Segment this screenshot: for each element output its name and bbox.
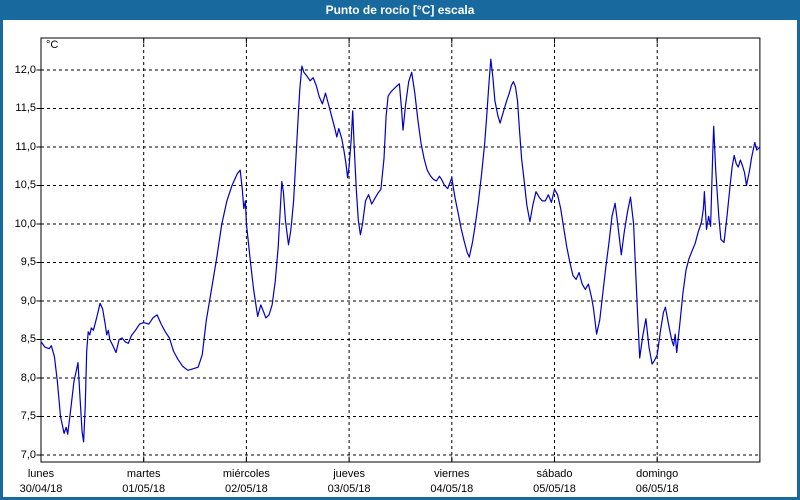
y-tick-label: 12,0	[14, 63, 36, 76]
y-tick-label: 11,0	[15, 140, 36, 153]
x-axis-weekday-label: martes	[126, 468, 161, 480]
x-axis-weekday-label: lunes	[27, 468, 55, 480]
x-axis-weekday-label: domingo	[636, 468, 679, 480]
y-tick-label: 11,5	[15, 102, 36, 114]
x-axis-weekday-label: viernes	[434, 468, 470, 480]
x-axis-date-label: 06/05/18	[635, 483, 679, 495]
y-tick-label: 10,5	[14, 179, 36, 191]
y-axis-unit-label: °C	[46, 39, 59, 51]
x-axis-date-label: 04/05/18	[430, 483, 474, 495]
x-axis-weekday-label: jueves	[333, 468, 365, 480]
x-axis-weekday-label: sábado	[536, 468, 573, 480]
x-axis-date-label: 05/05/18	[533, 483, 576, 495]
y-tick-label: 7,5	[20, 410, 36, 422]
y-tick-label: 10,0	[14, 217, 36, 230]
y-tick-label: 9,5	[20, 256, 36, 268]
y-tick-label: 8,0	[20, 371, 36, 384]
chart-title: Punto de rocío [°C] escala	[325, 3, 475, 17]
title-bar: Punto de rocío [°C] escala	[0, 0, 800, 20]
x-axis-date-label: 03/05/18	[327, 483, 371, 495]
x-axis-date-label: 01/05/18	[122, 483, 166, 495]
chart-area	[3, 20, 797, 497]
y-tick-label: 8,5	[20, 333, 36, 345]
y-tick-label: 9,0	[20, 294, 36, 307]
x-axis-date-label: 02/05/18	[224, 483, 268, 495]
x-axis-date-label: 30/04/18	[19, 483, 63, 495]
x-axis-weekday-label: miércoles	[222, 468, 270, 480]
y-tick-label: 7,0	[20, 448, 36, 461]
